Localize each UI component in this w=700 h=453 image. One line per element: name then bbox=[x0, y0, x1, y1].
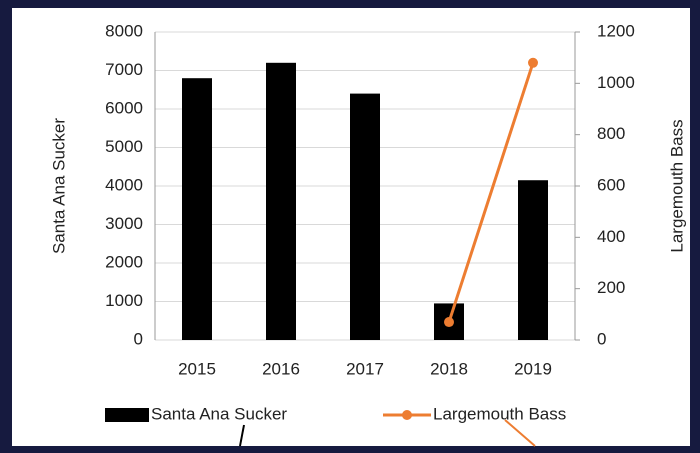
y-tick-label: 1000 bbox=[105, 291, 143, 310]
bar bbox=[518, 180, 548, 340]
y-tick-label: 0 bbox=[134, 329, 143, 348]
y2-axis-title: Largemouth Bass bbox=[667, 119, 686, 252]
pointer bbox=[504, 419, 536, 447]
x-tick-label: 2016 bbox=[262, 359, 300, 378]
y2-tick-label: 1200 bbox=[597, 21, 635, 40]
y-tick-label: 4000 bbox=[105, 175, 143, 194]
y-tick-label: 8000 bbox=[105, 21, 143, 40]
legend-swatch bbox=[402, 410, 412, 420]
x-tick-label: 2018 bbox=[430, 359, 468, 378]
x-tick-label: 2017 bbox=[346, 359, 384, 378]
y-axis-title: Santa Ana Sucker bbox=[49, 118, 68, 254]
x-tick-label: 2015 bbox=[178, 359, 216, 378]
y-tick-label: 3000 bbox=[105, 214, 143, 233]
y-tick-label: 6000 bbox=[105, 98, 143, 117]
bar bbox=[266, 62, 296, 341]
y2-tick-label: 600 bbox=[597, 175, 625, 194]
y2-tick-label: 0 bbox=[597, 329, 606, 348]
pointer bbox=[239, 424, 245, 447]
x-tick-label: 2019 bbox=[514, 359, 552, 378]
y2-tick-label: 400 bbox=[597, 227, 625, 246]
y-tick-label: 2000 bbox=[105, 252, 143, 271]
y-tick-label: 7000 bbox=[105, 60, 143, 79]
bar bbox=[182, 78, 212, 340]
y2-tick-label: 1000 bbox=[597, 73, 635, 92]
y-tick-label: 5000 bbox=[105, 137, 143, 156]
line-marker bbox=[528, 57, 538, 68]
legend-label: Santa Ana Sucker bbox=[151, 404, 287, 423]
line bbox=[447, 62, 535, 323]
legend-swatch bbox=[105, 408, 149, 422]
y2-tick-label: 200 bbox=[597, 278, 625, 297]
legend-label: Largemouth Bass bbox=[433, 404, 566, 423]
bar bbox=[350, 93, 380, 340]
line-marker bbox=[444, 317, 454, 328]
y2-tick-label: 800 bbox=[597, 124, 625, 143]
